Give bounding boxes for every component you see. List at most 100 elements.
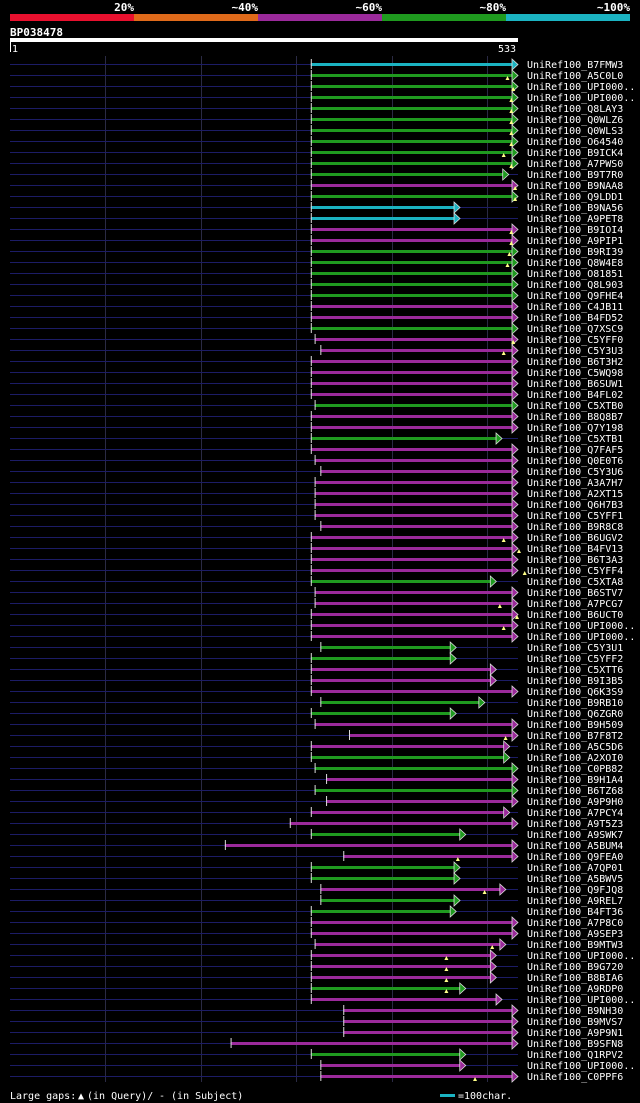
hit-label[interactable]: UniRef100_B9NA56 [527, 203, 623, 214]
hit-bar[interactable] [310, 173, 503, 176]
hit-label[interactable]: UniRef100_C5YFF2 [527, 654, 623, 665]
hit-bar[interactable] [310, 195, 512, 198]
hit-label[interactable]: UniRef100_B9RI39 [527, 247, 623, 258]
hit-label[interactable]: UniRef100_A7PCY4 [527, 808, 623, 819]
hit-bar[interactable] [343, 1020, 512, 1023]
hit-label[interactable]: UniRef100_C5Y3U6 [527, 467, 623, 478]
hit-bar[interactable] [310, 932, 512, 935]
hit-bar[interactable] [314, 404, 512, 407]
hit-bar[interactable] [310, 635, 512, 638]
hit-label[interactable]: UniRef100_A3A7H7 [527, 478, 623, 489]
hit-bar[interactable] [310, 756, 504, 759]
hit-bar[interactable] [310, 613, 512, 616]
hit-label[interactable]: UniRef100_C5YFF4 [527, 566, 623, 577]
hit-bar[interactable] [310, 580, 491, 583]
hit-label[interactable]: UniRef100_B9MVS7 [527, 1017, 623, 1028]
hit-label[interactable]: UniRef100_B9RB10 [527, 698, 623, 709]
hit-bar[interactable] [310, 910, 451, 913]
hit-label[interactable]: UniRef100_B9H1A4 [527, 775, 623, 786]
hit-label[interactable]: UniRef100_B9NAA8 [527, 181, 623, 192]
hit-bar[interactable] [310, 393, 512, 396]
hit-label[interactable]: UniRef100_C5XTT6 [527, 665, 623, 676]
hit-label[interactable]: UniRef100_B4FV13 [527, 544, 623, 555]
hit-label[interactable]: UniRef100_C5XTB0 [527, 401, 623, 412]
hit-label[interactable]: UniRef100_A7PWS0 [527, 159, 623, 170]
hit-bar[interactable] [320, 646, 451, 649]
hit-bar[interactable] [310, 96, 512, 99]
hit-bar[interactable] [310, 624, 512, 627]
hit-bar[interactable] [320, 701, 479, 704]
hit-label[interactable]: UniRef100_B9G720 [527, 962, 623, 973]
hit-label[interactable]: UniRef100_B9R8C8 [527, 522, 623, 533]
hit-label[interactable]: UniRef100_A9SWK7 [527, 830, 623, 841]
hit-label[interactable]: UniRef100_A9PIP1 [527, 236, 623, 247]
hit-label[interactable]: UniRef100_A5BWV5 [527, 874, 623, 885]
hit-bar[interactable] [310, 569, 512, 572]
hit-label[interactable]: UniRef100_A9P9H0 [527, 797, 623, 808]
hit-bar[interactable] [310, 316, 512, 319]
hit-label[interactable]: UniRef100_UPI000.. [527, 82, 635, 93]
hit-bar[interactable] [310, 536, 512, 539]
hit-label[interactable]: UniRef100_C0PPF6 [527, 1072, 623, 1083]
hit-label[interactable]: UniRef100_B6STV7 [527, 588, 623, 599]
hit-bar[interactable] [310, 371, 512, 374]
hit-label[interactable]: UniRef100_B6SUW1 [527, 379, 623, 390]
hit-bar[interactable] [230, 1042, 512, 1045]
hit-label[interactable]: UniRef100_C5Y3U3 [527, 346, 623, 357]
hit-label[interactable]: UniRef100_C0PB82 [527, 764, 623, 775]
hit-label[interactable]: UniRef100_Q9FHE4 [527, 291, 623, 302]
hit-bar[interactable] [310, 239, 512, 242]
hit-bar[interactable] [310, 987, 460, 990]
hit-label[interactable]: UniRef100_A2XT15 [527, 489, 623, 500]
hit-label[interactable]: UniRef100_A7P8C0 [527, 918, 623, 929]
hit-label[interactable]: UniRef100_B6TZ68 [527, 786, 623, 797]
hit-label[interactable]: UniRef100_O81851 [527, 269, 623, 280]
hit-label[interactable]: UniRef100_B6T3H2 [527, 357, 623, 368]
hit-bar[interactable] [310, 1053, 460, 1056]
hit-bar[interactable] [326, 778, 512, 781]
hit-label[interactable]: UniRef100_A5C0L0 [527, 71, 623, 82]
hit-bar[interactable] [310, 679, 491, 682]
hit-label[interactable]: UniRef100_B9IOI4 [527, 225, 623, 236]
hit-label[interactable]: UniRef100_Q1RPV2 [527, 1050, 623, 1061]
hit-bar[interactable] [314, 789, 512, 792]
hit-label[interactable]: UniRef100_B4FT36 [527, 907, 623, 918]
hit-label[interactable]: UniRef100_A5BUM4 [527, 841, 623, 852]
hit-label[interactable]: UniRef100_C5WQ98 [527, 368, 623, 379]
hit-bar[interactable] [310, 140, 512, 143]
hit-bar[interactable] [310, 976, 491, 979]
hit-label[interactable]: UniRef100_B9T7R0 [527, 170, 623, 181]
hit-bar[interactable] [310, 657, 451, 660]
hit-label[interactable]: UniRef100_C5XTB1 [527, 434, 623, 445]
hit-label[interactable]: UniRef100_A7QP01 [527, 863, 623, 874]
hit-bar[interactable] [310, 272, 512, 275]
hit-label[interactable]: UniRef100_Q7FAF5 [527, 445, 623, 456]
hit-label[interactable]: UniRef100_Q9LDD1 [527, 192, 623, 203]
hit-bar[interactable] [310, 327, 512, 330]
hit-bar[interactable] [310, 811, 504, 814]
hit-bar[interactable] [314, 602, 512, 605]
hit-bar[interactable] [314, 723, 512, 726]
hit-bar[interactable] [314, 481, 512, 484]
hit-label[interactable]: UniRef100_Q6H7B3 [527, 500, 623, 511]
hit-label[interactable]: UniRef100_B4FD52 [527, 313, 623, 324]
hit-label[interactable]: UniRef100_C5YFF1 [527, 511, 623, 522]
hit-label[interactable]: UniRef100_C4JB11 [527, 302, 623, 313]
hit-label[interactable]: UniRef100_Q0WLZ6 [527, 115, 623, 126]
hit-label[interactable]: UniRef100_B6UCT0 [527, 610, 623, 621]
hit-label[interactable]: UniRef100_A9SEP3 [527, 929, 623, 940]
hit-label[interactable]: UniRef100_Q7Y198 [527, 423, 623, 434]
hit-bar[interactable] [310, 74, 512, 77]
hit-bar[interactable] [314, 338, 512, 341]
hit-label[interactable]: UniRef100_A7PCG7 [527, 599, 623, 610]
hit-bar[interactable] [310, 85, 512, 88]
hit-bar[interactable] [310, 250, 512, 253]
hit-bar[interactable] [314, 514, 512, 517]
hit-label[interactable]: UniRef100_A5C5D6 [527, 742, 623, 753]
hit-bar[interactable] [320, 1075, 512, 1078]
hit-label[interactable]: UniRef100_Q0E0T6 [527, 456, 623, 467]
hit-bar[interactable] [310, 877, 455, 880]
hit-bar[interactable] [224, 844, 513, 847]
hit-label[interactable]: UniRef100_B4FL02 [527, 390, 623, 401]
hit-bar[interactable] [310, 668, 491, 671]
